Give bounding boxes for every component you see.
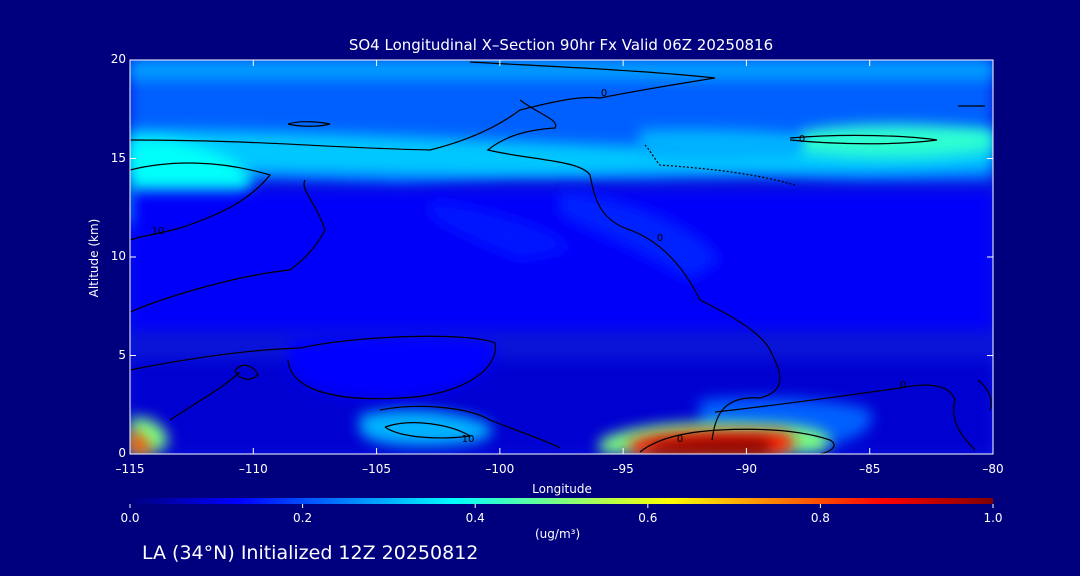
- x-tick-label: –85: [859, 462, 881, 476]
- contour-line-3: [130, 179, 326, 313]
- contour-line-2: [130, 162, 272, 241]
- y-tick-label: 5: [118, 347, 126, 362]
- field-region-1: [130, 60, 993, 80]
- colorbar-units: (ug/m³): [535, 527, 581, 541]
- field-region-17: [130, 430, 152, 454]
- colorbar-tick-label: 0.2: [293, 511, 313, 525]
- contour-label: 0: [601, 88, 607, 99]
- chart-title: SO4 Longitudinal X–Section 90hr Fx Valid…: [348, 36, 774, 54]
- colorbar: [130, 498, 993, 504]
- field-region-4: [800, 124, 993, 158]
- contour-line-1: [486, 99, 781, 441]
- x-tick-label: –100: [485, 462, 515, 476]
- contour-line-5: [234, 364, 259, 380]
- contour-line-11: [287, 121, 331, 127]
- contour-line-13: [977, 379, 992, 411]
- y-axis-label: Altitude (km): [87, 218, 101, 298]
- contour-label: 0: [900, 380, 906, 391]
- y-tick-label: 10: [110, 249, 126, 263]
- y-tick-label: 15: [110, 150, 126, 165]
- field-region-6: [130, 190, 993, 330]
- contour-line-4: [130, 335, 496, 400]
- contour-label: 10: [152, 226, 165, 237]
- x-tick-label: –115: [115, 462, 145, 476]
- x-tick-label: –110: [238, 462, 268, 476]
- contour-line-9: [639, 428, 835, 454]
- field-region-8: [430, 200, 570, 260]
- contour-line-0: [130, 61, 716, 151]
- y-tick-label: 20: [110, 52, 126, 66]
- colorbar-tick-label: 0.8: [810, 511, 830, 525]
- footer-caption: LA (34°N) Initialized 12Z 20250812: [142, 542, 479, 564]
- colorbar-ticks: [129, 504, 994, 508]
- axis-ticks: [129, 59, 994, 455]
- field-region-10: [288, 336, 496, 399]
- contour-line-8: [714, 384, 976, 451]
- x-tick-label: –80: [982, 462, 1004, 476]
- field-region-9: [130, 360, 993, 454]
- y-tick-label: 0: [118, 446, 126, 460]
- contour-line-7: [384, 422, 472, 439]
- x-tick-label: –90: [735, 462, 758, 476]
- colorbar-tick-label: 0.0: [120, 511, 140, 525]
- x-axis-label: Longitude: [532, 482, 592, 496]
- colorbar-tick-label: 0.4: [465, 511, 485, 525]
- colorbar-tick-label: 1.0: [983, 511, 1003, 525]
- contour-labels: 0 0 0 0 0 10 10: [152, 88, 907, 445]
- contour-label: 10: [462, 434, 475, 445]
- contour-label: 0: [657, 233, 663, 244]
- concentration-field: [130, 60, 993, 454]
- x-tick-label: –95: [612, 462, 634, 476]
- contour-line-6: [169, 371, 561, 449]
- contour-lines: [130, 61, 992, 454]
- field-region-2: [130, 130, 993, 177]
- field-region-15: [650, 438, 770, 454]
- colorbar-tick-label: 0.6: [638, 511, 658, 525]
- field-region-5: [640, 129, 800, 159]
- contour-label: 0: [677, 434, 683, 445]
- contour-line-dashed: [644, 144, 796, 186]
- contour-line-10: [789, 134, 938, 145]
- x-tick-label: –105: [362, 462, 392, 476]
- contour-label: 0: [799, 134, 805, 145]
